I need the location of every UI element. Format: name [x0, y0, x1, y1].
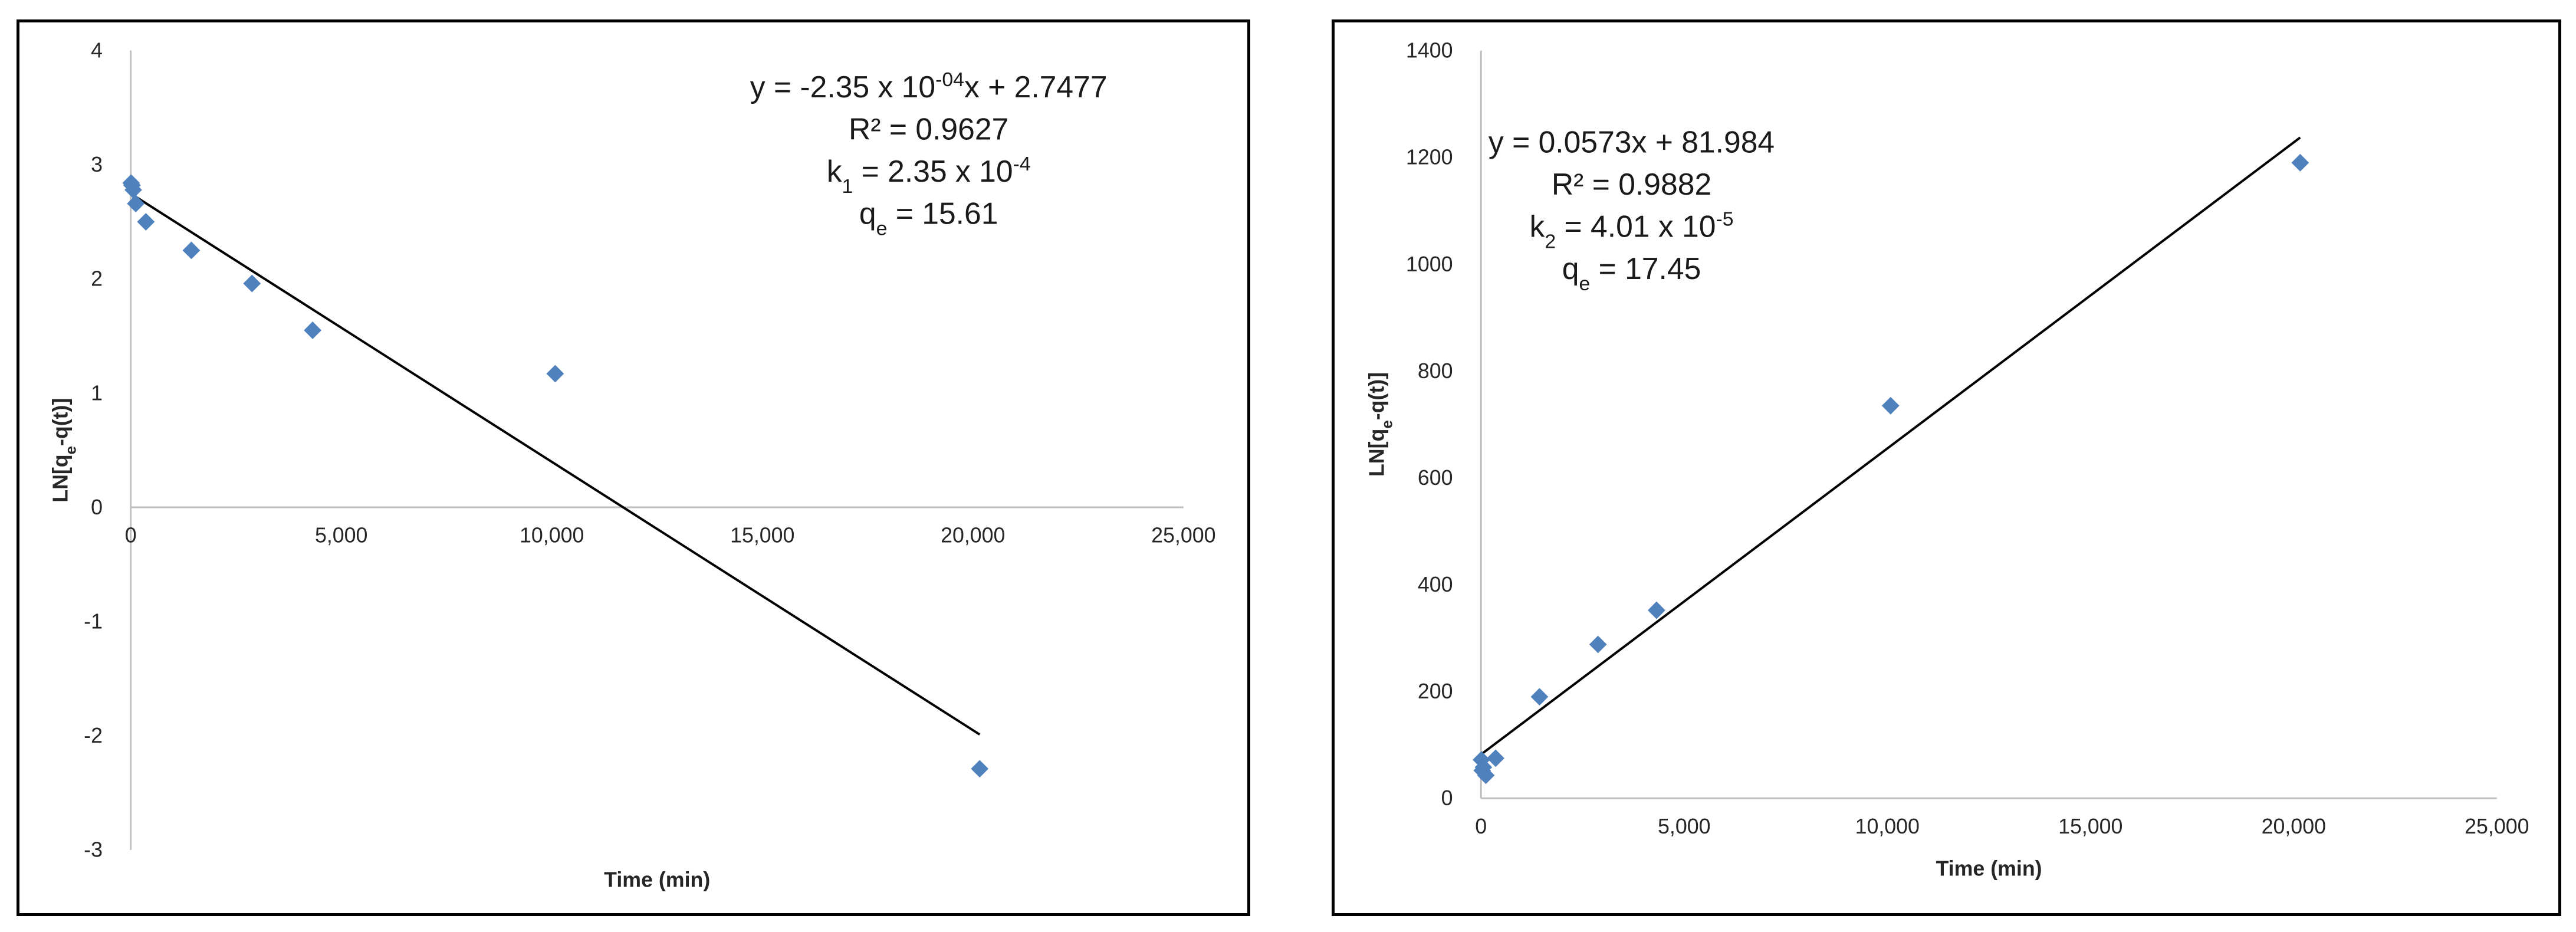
right-y-tick-label: 800	[1418, 359, 1453, 383]
right-y-tick-label: 1200	[1406, 146, 1453, 169]
right-data-point	[1473, 751, 1490, 769]
right-x-tick-label: 20,000	[2262, 815, 2326, 838]
right-x-tick-label: 10,000	[1855, 815, 1920, 838]
right-annotation-line: k2 = 4.01 x 10-5	[1530, 208, 1734, 253]
left-data-point	[243, 274, 261, 293]
chart-right: 0 200 400 600 800 1000 1200 1400 0 5,000 10,000 15,…	[1332, 19, 2561, 916]
left-y-tick-label: 2	[91, 267, 103, 291]
left-data-point	[124, 181, 142, 199]
left-x-tick-label: 15,000	[730, 524, 794, 547]
left-data-point	[546, 365, 564, 383]
left-x-tick-label: 25,000	[1151, 524, 1215, 547]
left-y-tick-label: -2	[84, 724, 103, 747]
left-y-tick-label: 1	[91, 381, 103, 405]
right-data-point	[1487, 749, 1504, 767]
right-y-tick-label: 1000	[1406, 252, 1453, 276]
left-annotation-line: k1 = 2.35 x 10-4	[827, 153, 1031, 198]
right-annotation-line: y = 0.0573x + 81.984	[1489, 125, 1775, 159]
right-x-tick-label: 15,000	[2058, 815, 2122, 838]
left-data-point	[182, 241, 201, 260]
right-data-point	[1881, 396, 1900, 415]
right-annotation-line: qe = 17.45	[1562, 251, 1701, 295]
chart-right-plot: 0 200 400 600 800 1000 1200 1400 0 5,000 10,000 15,…	[1365, 39, 2529, 881]
chart-left-plot: -3 -2 -1 0 1 2 3 4 0 5,000 10,000 15,000 20,000 25,00…	[48, 39, 1215, 892]
left-y-tick-label: 0	[91, 495, 103, 519]
right-y-tick-label: 0	[1441, 786, 1453, 810]
left-data-point	[137, 213, 155, 231]
right-annotation-line: R² = 0.9882	[1552, 167, 1711, 201]
left-y-tick-label: 4	[91, 39, 103, 63]
right-data-point	[1477, 766, 1495, 785]
left-data-point	[304, 321, 322, 339]
left-data-point	[127, 195, 145, 212]
left-data-point	[971, 760, 989, 778]
right-trendline	[1480, 136, 2301, 756]
right-y-tick-label: 600	[1418, 466, 1453, 490]
right-y-tick-label: 200	[1418, 680, 1453, 703]
right-x-axis-title: Time (min)	[1936, 856, 2042, 880]
right-x-tick-label: 5,000	[1658, 815, 1710, 838]
right-data-point	[1530, 688, 1549, 706]
right-x-tick-label: 25,000	[2465, 815, 2529, 838]
left-y-tick-label: 3	[91, 153, 103, 176]
right-x-tick-label: 0	[1475, 815, 1487, 838]
left-trendline	[130, 192, 981, 736]
left-x-tick-label: 5,000	[315, 524, 367, 547]
left-y-axis-title: LN[qe-q(t)]	[48, 398, 79, 503]
right-y-axis-title: LN[qe-q(t)]	[1365, 372, 1395, 477]
left-y-tick-label: -3	[84, 838, 103, 862]
chart-left: -3 -2 -1 0 1 2 3 4 0 5,000 10,000 15,000 20,000 25,00…	[17, 19, 1250, 916]
left-x-tick-label: 0	[125, 524, 137, 547]
right-data-point	[1589, 635, 1607, 654]
left-x-axis-title: Time (min)	[604, 868, 710, 891]
left-x-tick-label: 10,000	[520, 524, 584, 547]
right-data-point	[1647, 601, 1665, 619]
left-annotation-line: y = -2.35 x 10-04x + 2.7477	[750, 68, 1108, 104]
right-y-tick-label: 1400	[1406, 39, 1453, 63]
left-annotation-line: R² = 0.9627	[849, 112, 1008, 146]
left-annotation-line: qe = 15.61	[859, 196, 998, 240]
right-y-tick-label: 400	[1418, 573, 1453, 596]
left-y-tick-label: -1	[84, 609, 103, 633]
right-data-point	[2291, 153, 2309, 172]
left-x-tick-label: 20,000	[941, 524, 1005, 547]
